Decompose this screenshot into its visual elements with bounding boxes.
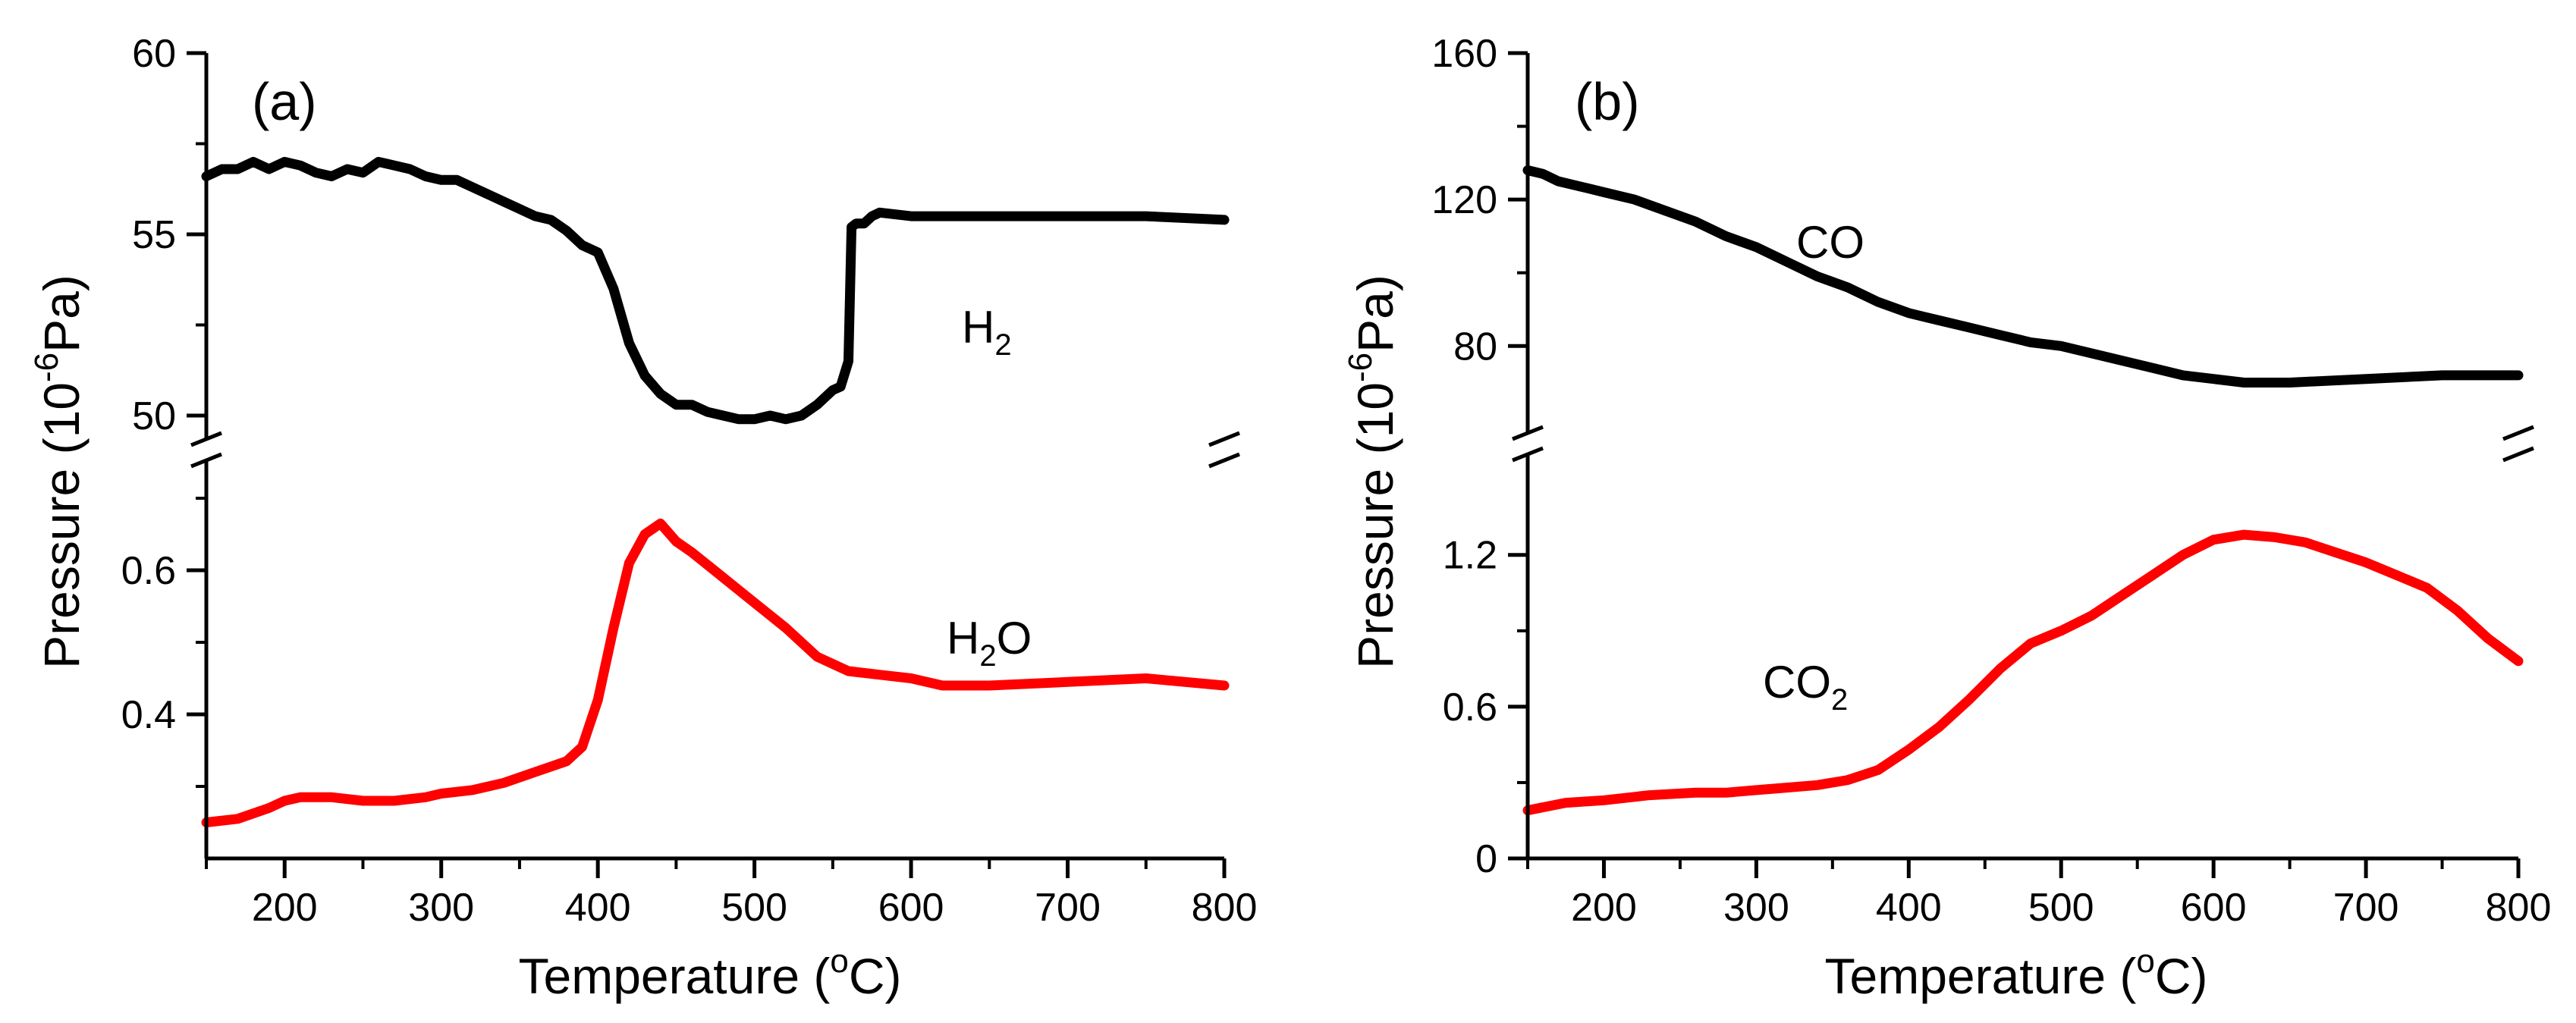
series-line-co [1522,165,2524,388]
y-tick-label: 120 [1431,178,1497,222]
x-tick-label: 300 [1723,886,1789,930]
panel-b-ticks: 200 300 400 500 600 700 800 80 120 160 0 0.6 1.2 [1431,32,2551,930]
x-tick-label: 700 [1035,886,1101,930]
y-tick-label: 0.4 [121,693,176,737]
annotation-co: CO [1796,217,1864,268]
y-tick-label: 55 [132,213,176,257]
panel-b-label: (b) [1575,72,1640,131]
x-tick-label: 600 [2181,886,2247,930]
axis-break-right [1208,431,1240,469]
panel-a-y-axis-title: Pressure (10-6Pa) [28,275,90,669]
axis-break-right [2502,425,2534,463]
y-tick-label: 160 [1431,32,1497,76]
series-line-h2 [201,156,1230,425]
y-tick-label: 50 [132,394,176,438]
x-tick-label: 700 [2333,886,2399,930]
x-tick-label: 400 [565,886,631,930]
panel-b-axes-frame [1512,53,2534,861]
x-tick-label: 400 [1876,886,1942,930]
panel-b-x-axis-title: Temperature (oC) [1825,943,2208,1004]
annotation-h2o: H2O [947,613,1032,673]
x-tick-label: 600 [878,886,944,930]
axis-break-left [1512,425,1544,463]
panel-a-ticks: 200 300 400 500 600 700 800 50 55 60 0.4 0.6 [121,32,1258,930]
y-tick-label: 0.6 [121,549,176,593]
panel-b-chart: 200 300 400 500 600 700 800 80 120 160 0 0.6 1.2 (b)… [1342,32,2551,1004]
annotation-co2: CO2 [1763,657,1848,717]
y-tick-label: 80 [1453,325,1497,369]
x-tick-label: 800 [1192,886,1258,930]
x-tick-label: 500 [721,886,787,930]
x-tick-label: 200 [252,886,318,930]
y-tick-label: 1.2 [1443,534,1497,578]
y-tick-label: 0 [1475,837,1497,881]
axis-break-left [190,431,222,469]
x-tick-label: 200 [1571,886,1637,930]
y-tick-label: 0.6 [1443,686,1497,730]
panel-a-x-axis-title: Temperature (oC) [519,943,902,1004]
x-tick-label: 800 [2486,886,2552,930]
panel-a-label: (a) [252,72,317,131]
panel-a-axes-frame [190,53,1240,861]
panel-a-chart: 200 300 400 500 600 700 800 50 55 60 0.4 0.6 (a) H2… [28,32,1257,1004]
series-line-co2 [1522,529,2524,816]
annotation-h2: H2 [962,302,1012,362]
y-tick-label: 60 [132,32,176,76]
x-tick-label: 300 [408,886,474,930]
panel-a-plot-area [201,156,1230,827]
panel-b-y-axis-title: Pressure (10-6Pa) [1342,275,1403,669]
series-line-h2o [201,518,1230,827]
x-tick-label: 500 [2028,886,2094,930]
panel-b-plot-area [1522,165,2524,816]
